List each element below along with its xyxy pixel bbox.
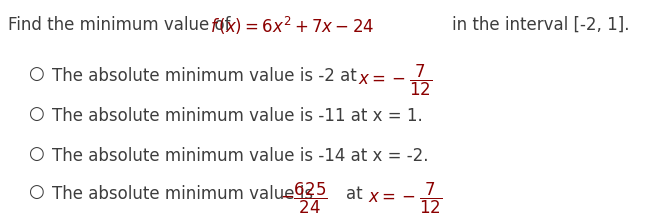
Text: ○: ○ (28, 145, 43, 163)
Text: ○: ○ (28, 65, 43, 83)
Text: ○: ○ (28, 105, 43, 123)
Text: Find the minimum value of: Find the minimum value of (8, 16, 236, 34)
Text: $x = -\dfrac{7}{12}$: $x = -\dfrac{7}{12}$ (358, 63, 432, 98)
Text: $f\,(x) = 6x^2 + 7x - 24$: $f\,(x) = 6x^2 + 7x - 24$ (210, 15, 374, 37)
Text: The absolute minimum value is: The absolute minimum value is (52, 185, 313, 203)
Text: $x = -\dfrac{7}{12}$: $x = -\dfrac{7}{12}$ (368, 181, 442, 216)
Text: The absolute minimum value is -2 at: The absolute minimum value is -2 at (52, 67, 362, 85)
Text: The absolute minimum value is -14 at x = -2.: The absolute minimum value is -14 at x =… (52, 147, 428, 165)
Text: at: at (346, 185, 362, 203)
Text: $-\dfrac{625}{24}$: $-\dfrac{625}{24}$ (280, 181, 328, 216)
Text: in the interval [-2, 1].: in the interval [-2, 1]. (452, 16, 629, 34)
Text: ○: ○ (28, 183, 43, 201)
Text: The absolute minimum value is -11 at x = 1.: The absolute minimum value is -11 at x =… (52, 107, 423, 125)
